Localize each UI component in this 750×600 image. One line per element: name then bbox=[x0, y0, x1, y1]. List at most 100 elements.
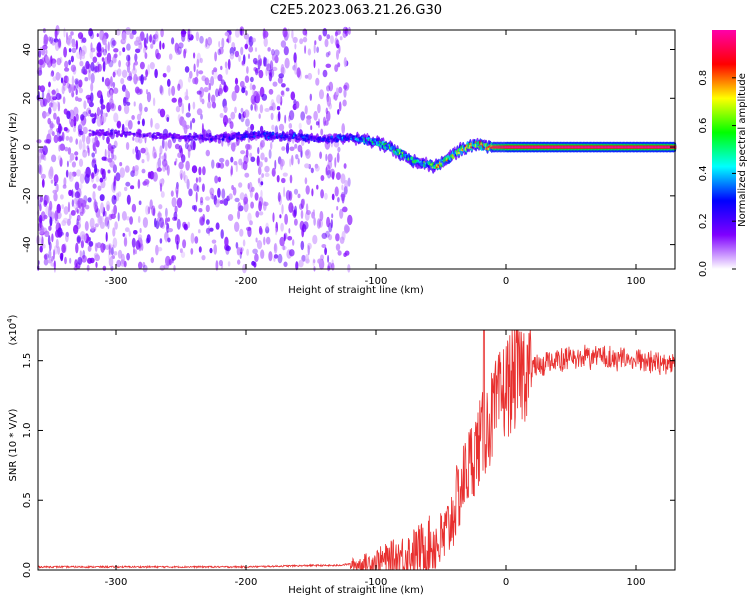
noise-speckle bbox=[48, 81, 51, 88]
noise-speckle bbox=[92, 56, 98, 63]
noise-speckle bbox=[100, 202, 104, 214]
track-cell bbox=[218, 138, 222, 141]
noise-speckle bbox=[77, 124, 83, 133]
noise-speckle bbox=[122, 232, 126, 237]
noise-speckle bbox=[146, 91, 152, 103]
noise-speckle bbox=[56, 203, 61, 214]
noise-speckle bbox=[289, 174, 293, 184]
noise-speckle bbox=[90, 82, 94, 92]
noise-speckle bbox=[149, 199, 153, 210]
noise-speckle bbox=[231, 42, 236, 49]
noise-speckle bbox=[118, 60, 121, 68]
noise-speckle bbox=[326, 34, 331, 40]
track-cell bbox=[148, 132, 152, 135]
noise-speckle bbox=[229, 53, 235, 60]
noise-speckle bbox=[126, 75, 133, 81]
noise-speckle bbox=[112, 81, 116, 89]
noise-speckle bbox=[92, 142, 96, 152]
noise-speckle bbox=[207, 101, 212, 109]
noise-speckle bbox=[335, 39, 340, 49]
noise-speckle bbox=[157, 157, 162, 168]
noise-speckle bbox=[139, 61, 145, 70]
noise-speckle bbox=[132, 136, 135, 141]
noise-speckle bbox=[266, 58, 270, 69]
noise-speckle bbox=[113, 154, 117, 161]
noise-speckle bbox=[305, 149, 311, 159]
noise-speckle bbox=[239, 192, 245, 201]
noise-speckle bbox=[232, 187, 237, 196]
noise-speckle bbox=[50, 262, 55, 267]
noise-speckle bbox=[216, 198, 221, 204]
noise-speckle bbox=[91, 137, 95, 145]
noise-speckle bbox=[78, 79, 83, 88]
noise-speckle bbox=[38, 163, 42, 174]
noise-speckle bbox=[63, 206, 69, 215]
noise-speckle bbox=[53, 174, 59, 184]
noise-speckle bbox=[335, 233, 340, 242]
noise-speckle bbox=[45, 49, 48, 55]
noise-speckle bbox=[113, 87, 119, 94]
noise-speckle bbox=[159, 40, 162, 50]
noise-speckle bbox=[146, 152, 150, 162]
noise-speckle bbox=[125, 181, 131, 187]
spectrogram-frame bbox=[37, 29, 676, 270]
track-cell bbox=[194, 138, 198, 141]
noise-speckle bbox=[133, 101, 136, 107]
noise-speckle bbox=[49, 216, 53, 227]
noise-speckle bbox=[201, 75, 207, 82]
noise-speckle bbox=[101, 112, 107, 124]
noise-speckle bbox=[133, 230, 138, 235]
noise-speckle bbox=[206, 36, 213, 46]
noise-speckle bbox=[64, 146, 69, 152]
noise-speckle bbox=[243, 33, 250, 40]
noise-speckle bbox=[51, 154, 57, 163]
noise-speckle bbox=[137, 179, 141, 189]
noise-speckle bbox=[89, 113, 95, 118]
noise-speckle bbox=[258, 201, 262, 212]
noise-speckle bbox=[273, 243, 277, 252]
noise-speckle bbox=[274, 49, 280, 57]
noise-speckle bbox=[224, 31, 229, 37]
noise-speckle bbox=[276, 175, 280, 183]
noise-speckle bbox=[327, 153, 333, 163]
noise-speckle bbox=[313, 217, 316, 226]
noise-speckle bbox=[137, 215, 141, 224]
noise-speckle bbox=[312, 234, 318, 245]
noise-speckle bbox=[78, 183, 83, 191]
track-cell bbox=[122, 131, 126, 134]
noise-speckle bbox=[116, 259, 122, 268]
noise-speckle bbox=[279, 214, 282, 219]
noise-speckle bbox=[185, 160, 190, 171]
noise-speckle bbox=[160, 28, 164, 38]
track-cell bbox=[202, 133, 206, 138]
noise-speckle bbox=[96, 33, 99, 38]
noise-speckle bbox=[292, 239, 295, 246]
noise-speckle bbox=[304, 177, 308, 185]
noise-speckle bbox=[142, 217, 148, 228]
noise-speckle bbox=[94, 254, 100, 262]
noise-speckle bbox=[95, 175, 100, 183]
noise-speckle bbox=[70, 119, 74, 128]
noise-speckle bbox=[177, 83, 181, 91]
noise-speckle bbox=[105, 244, 110, 250]
noise-speckle bbox=[104, 77, 111, 87]
noise-speckle bbox=[151, 205, 156, 216]
noise-speckle bbox=[339, 36, 343, 41]
noise-speckle bbox=[113, 180, 116, 191]
noise-speckle bbox=[175, 49, 181, 56]
noise-speckle bbox=[85, 166, 91, 178]
noise-speckle bbox=[307, 242, 312, 250]
snr-x-tick-label: -300 bbox=[105, 577, 128, 588]
noise-speckle bbox=[337, 250, 342, 256]
noise-speckle bbox=[339, 208, 344, 219]
noise-speckle bbox=[125, 61, 131, 67]
noise-speckle bbox=[126, 194, 131, 205]
noise-speckle bbox=[198, 166, 202, 176]
noise-speckle bbox=[107, 143, 112, 152]
noise-speckle bbox=[159, 238, 163, 244]
track-cell bbox=[330, 135, 334, 138]
noise-speckle bbox=[148, 35, 152, 43]
noise-speckle bbox=[329, 168, 336, 178]
noise-speckle bbox=[69, 136, 73, 143]
noise-speckle bbox=[185, 112, 191, 118]
